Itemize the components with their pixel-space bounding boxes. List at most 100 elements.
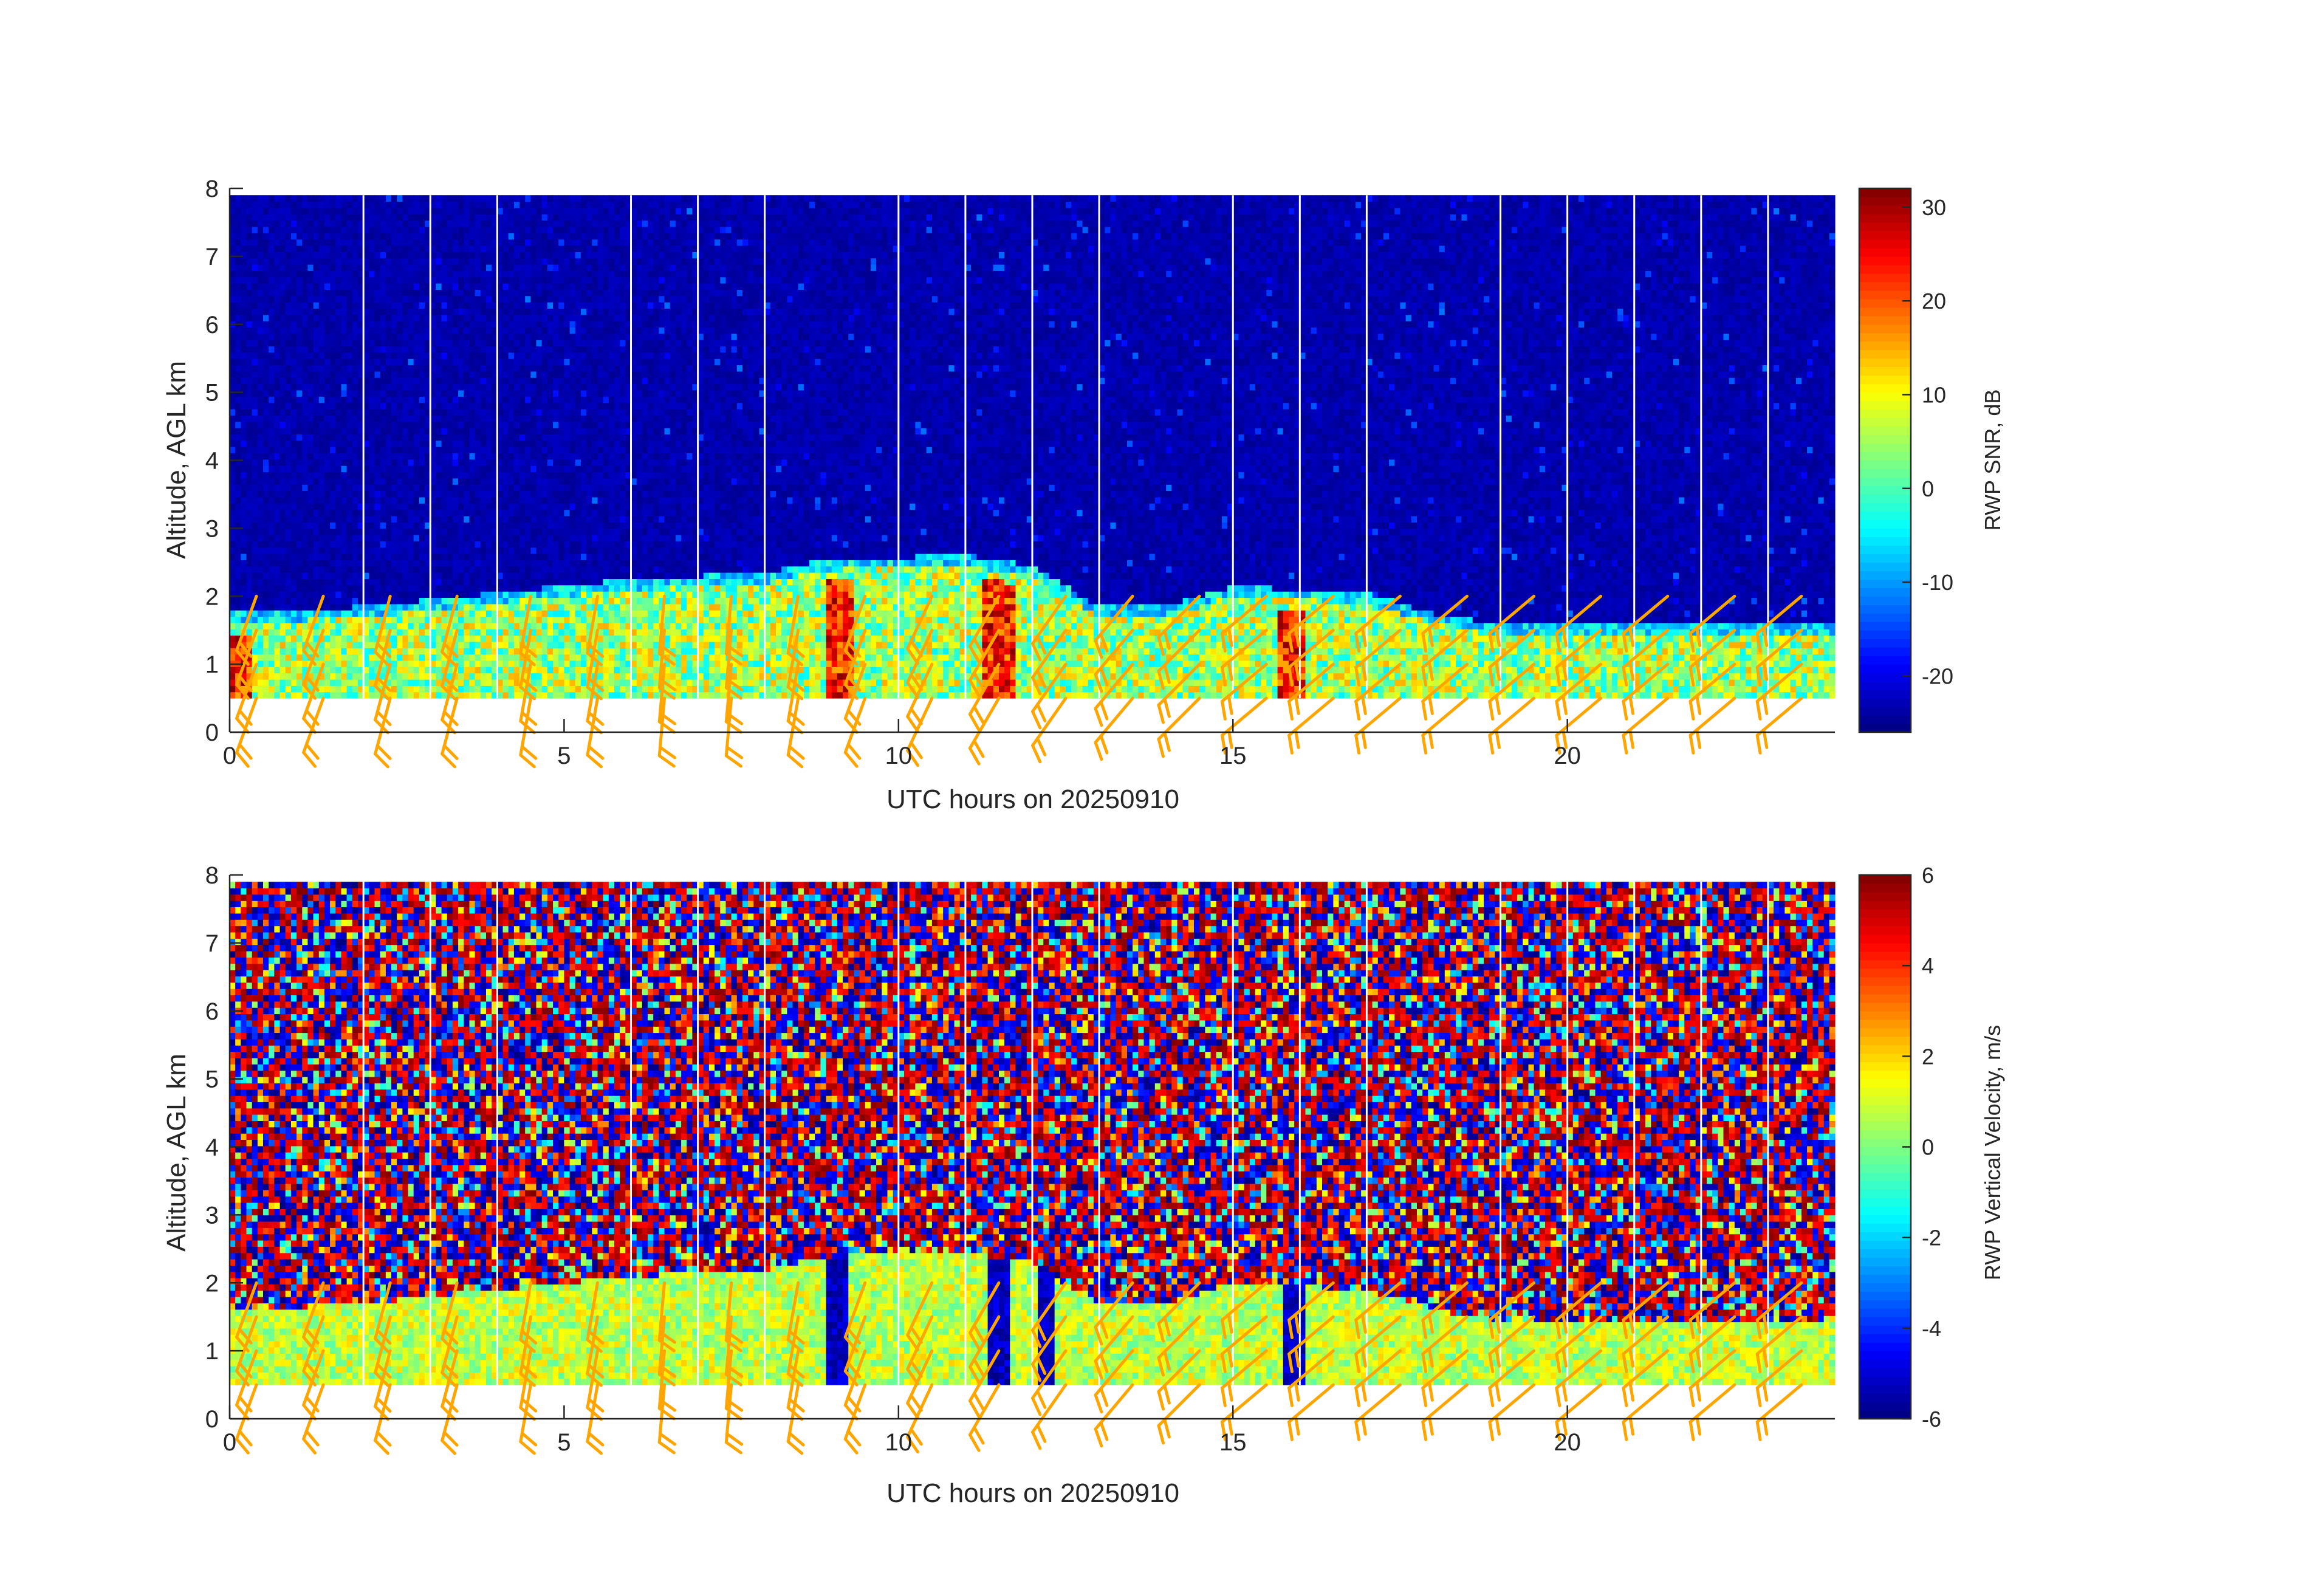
heatmap-cell: [274, 648, 280, 654]
snr-heatmap: [230, 195, 1836, 698]
heatmap-cell: [408, 202, 414, 208]
heatmap-cell: [302, 202, 308, 208]
heatmap-cell: [280, 409, 286, 416]
heatmap-cell: [363, 328, 369, 334]
heatmap-cell: [391, 636, 397, 642]
heatmap-cell: [274, 409, 280, 416]
heatmap-cell: [369, 459, 375, 466]
heatmap-cell: [414, 636, 420, 642]
heatmap-cell: [263, 358, 269, 365]
heatmap-cell: [341, 371, 348, 378]
heatmap-cell: [430, 221, 436, 227]
heatmap-cell: [402, 491, 408, 498]
heatmap-cell: [386, 415, 392, 422]
heatmap-cell: [402, 390, 408, 397]
heatmap-cell: [375, 503, 381, 510]
heatmap-cell: [319, 478, 325, 485]
heatmap-cell: [397, 617, 403, 623]
heatmap-cell: [324, 453, 331, 460]
heatmap-cell: [397, 554, 403, 560]
heatmap-cell: [319, 560, 325, 566]
heatmap-cell: [230, 685, 236, 692]
heatmap-cell: [319, 578, 325, 585]
heatmap-cell: [296, 636, 303, 642]
heatmap-cell: [319, 358, 325, 365]
heatmap-cell: [330, 296, 336, 303]
heatmap-cell: [408, 434, 414, 441]
heatmap-cell: [380, 346, 386, 353]
heatmap-cell: [263, 377, 269, 384]
heatmap-cell: [330, 334, 336, 340]
heatmap-cell: [380, 591, 386, 598]
heatmap-cell: [274, 604, 280, 611]
heatmap-cell: [419, 202, 425, 208]
heatmap-cell: [230, 497, 236, 504]
heatmap-cell: [341, 516, 348, 523]
heatmap-cell: [280, 277, 286, 284]
heatmap-cell: [296, 541, 303, 547]
heatmap-cell: [347, 578, 353, 585]
heatmap-cell: [319, 447, 325, 453]
heatmap-cell: [314, 409, 320, 416]
heatmap-cell: [341, 264, 348, 271]
heatmap-cell: [280, 453, 286, 460]
heatmap-cell: [430, 346, 436, 353]
heatmap-cell: [419, 289, 425, 296]
heatmap-cell: [375, 358, 381, 365]
heatmap-cell: [274, 510, 280, 516]
heatmap-cell: [230, 636, 236, 642]
heatmap-cell: [408, 685, 414, 692]
heatmap-cell: [302, 447, 308, 453]
heatmap-cell: [324, 578, 331, 585]
heatmap-cell: [430, 484, 436, 491]
heatmap-cell: [369, 692, 375, 699]
heatmap-cell: [341, 346, 348, 353]
heatmap-cell: [324, 547, 331, 554]
heatmap-cell: [274, 685, 280, 692]
heatmap-cell: [397, 685, 403, 692]
heatmap-cell: [307, 478, 314, 485]
heatmap-cell: [247, 572, 253, 579]
heatmap-cell: [302, 617, 308, 623]
heatmap-cell: [241, 264, 247, 271]
heatmap-cell: [391, 245, 397, 252]
heatmap-cell: [330, 516, 336, 523]
heatmap-cell: [319, 428, 325, 434]
heatmap-cell: [302, 195, 308, 202]
heatmap-cell: [414, 541, 420, 547]
heatmap-cell: [319, 328, 325, 334]
heatmap-cell: [286, 233, 292, 239]
heatmap-cell: [347, 503, 353, 510]
heatmap-cell: [352, 221, 358, 227]
heatmap-cell: [369, 629, 375, 636]
heatmap-cell: [291, 459, 297, 466]
heatmap-cell: [247, 591, 253, 598]
heatmap-cell: [235, 403, 241, 410]
heatmap-cell: [291, 541, 297, 547]
heatmap-cell: [263, 648, 269, 654]
heatmap-cell: [286, 654, 292, 661]
heatmap-cell: [397, 390, 403, 397]
heatmap-cell: [363, 522, 369, 529]
heatmap-cell: [369, 585, 375, 592]
heatmap-cell: [347, 497, 353, 504]
heatmap-cell: [402, 529, 408, 535]
heatmap-cell: [352, 497, 358, 504]
heatmap-cell: [302, 541, 308, 547]
heatmap-cell: [408, 667, 414, 673]
heatmap-cell: [363, 465, 369, 472]
heatmap-cell: [391, 283, 397, 290]
heatmap-cell: [430, 472, 436, 479]
heatmap-cell: [286, 309, 292, 315]
heatmap-cell: [386, 340, 392, 346]
heatmap-cell: [274, 214, 280, 221]
heatmap-cell: [307, 459, 314, 466]
heatmap-cell: [280, 334, 286, 340]
heatmap-cell: [347, 321, 353, 328]
heatmap-cell: [307, 465, 314, 472]
heatmap-cell: [380, 585, 386, 592]
heatmap-cell: [247, 390, 253, 397]
heatmap-cell: [263, 277, 269, 284]
heatmap-cell: [375, 258, 381, 265]
heatmap-cell: [341, 315, 348, 321]
